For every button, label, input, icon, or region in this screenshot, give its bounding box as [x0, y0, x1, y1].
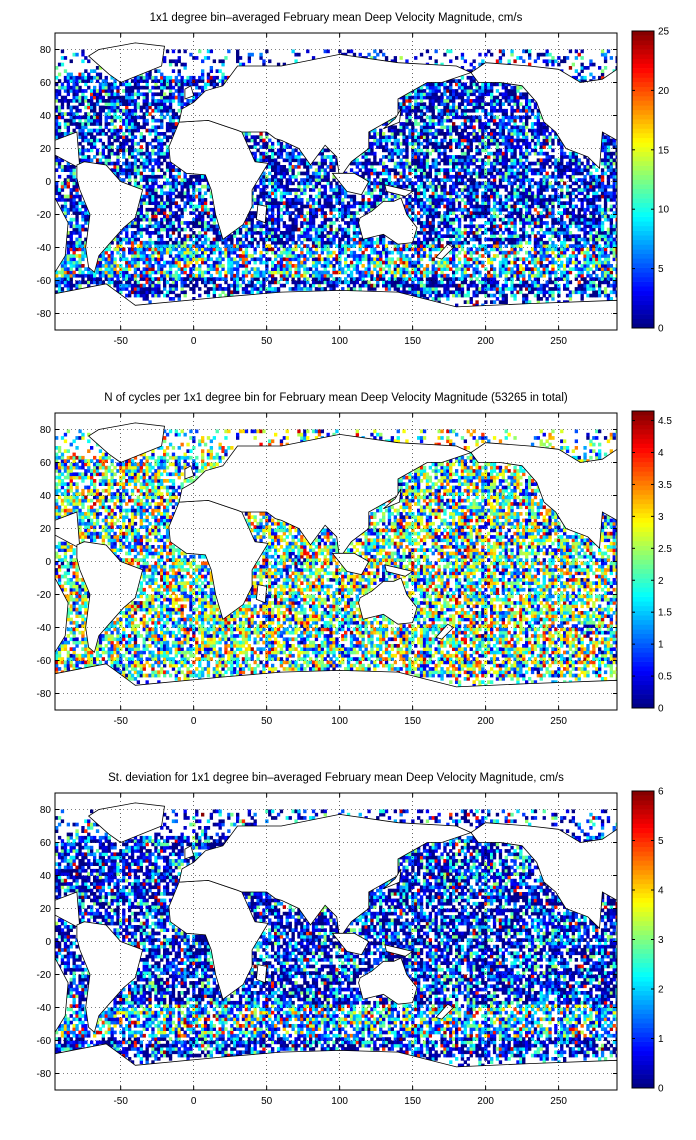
colorbar-tick-label: 2.5: [658, 544, 672, 555]
x-tick-label: 50: [261, 336, 273, 347]
grid-lines: [55, 413, 617, 710]
panel-standard-deviation: St. deviation for 1x1 degree bin–average…: [0, 760, 696, 1140]
y-tick-label: 80: [40, 805, 52, 816]
y-tick-label: -40: [37, 623, 52, 634]
colorbar-tick-label: 3: [658, 935, 664, 946]
colorbar-tick-label: 25: [658, 27, 670, 38]
y-tick-label: -60: [37, 1036, 52, 1047]
x-tick-label: 0: [191, 1096, 197, 1107]
panel-cycle-count: N of cycles per 1x1 degree bin for Febru…: [0, 380, 696, 760]
x-tick-label: 150: [404, 716, 421, 727]
x-tick-label: 250: [550, 336, 567, 347]
chart-title: N of cycles per 1x1 degree bin for Febru…: [55, 392, 617, 404]
x-tick-label: -50: [113, 336, 128, 347]
x-tick-label: 50: [261, 1096, 273, 1107]
y-tick-label: 80: [40, 425, 52, 436]
x-tick-label: 200: [477, 336, 494, 347]
x-tick-label: 0: [191, 336, 197, 347]
y-tick-label: -20: [37, 210, 52, 221]
y-tick-label: 20: [40, 144, 52, 155]
colorbar-tick-label: 0: [658, 324, 664, 335]
colorbar-tick-label: 6: [658, 787, 664, 798]
y-tick-label: 20: [40, 524, 52, 535]
colorbar-tick-label: 5: [658, 836, 664, 847]
colorbar-tick-label: 1: [658, 1034, 664, 1045]
y-tick-label: 60: [40, 838, 52, 849]
coastline: [55, 42, 617, 330]
y-tick-label: 20: [40, 904, 52, 915]
colorbar-tick-label: 5: [658, 264, 664, 275]
colorbar-tick-label: 0.5: [658, 672, 672, 683]
colorbar-tick-label: 4.5: [658, 416, 672, 427]
colorbar-tick-label: 3.5: [658, 480, 672, 491]
colorbar-tick-label: 20: [658, 86, 670, 97]
chart-title: St. deviation for 1x1 degree bin–average…: [55, 772, 617, 784]
y-tick-label: -80: [37, 689, 52, 700]
grid-lines: [55, 33, 617, 330]
y-tick-label: -80: [37, 309, 52, 320]
chart-cycle-count: -50 0 50 100 150 200 250-80-60-40-200204060800…: [37, 410, 672, 727]
colorbar: 0 1 2 3 4 5 6: [631, 787, 664, 1095]
panel-velocity-magnitude: 1x1 degree bin–averaged February mean De…: [0, 0, 696, 380]
y-tick-label: -60: [37, 656, 52, 667]
x-tick-label: 100: [331, 336, 348, 347]
colorbar-tick-label: 10: [658, 205, 670, 216]
y-tick-label: -40: [37, 243, 52, 254]
x-tick-label: 0: [191, 716, 197, 727]
colorbar-tick-label: 15: [658, 145, 670, 156]
coastline: [55, 802, 617, 1090]
colorbar-tick-label: 0: [658, 1084, 664, 1095]
x-tick-label: 50: [261, 716, 273, 727]
y-tick-label: 40: [40, 491, 52, 502]
colorbar-tick-label: 2: [658, 985, 664, 996]
colorbar-tick-label: 4: [658, 886, 664, 897]
x-tick-label: 150: [404, 336, 421, 347]
colorbar: 0 5 10 15 20 25: [631, 27, 670, 335]
y-tick-label: 80: [40, 45, 52, 56]
x-tick-label: 100: [331, 716, 348, 727]
y-tick-label: 60: [40, 78, 52, 89]
y-tick-label: -20: [37, 970, 52, 981]
y-tick-label: -80: [37, 1069, 52, 1080]
heatmap-bins: [55, 809, 617, 1068]
chart-title: 1x1 degree bin–averaged February mean De…: [55, 12, 617, 24]
x-tick-label: 200: [477, 1096, 494, 1107]
colorbar: 0 0.5 1 1.5 2 2.5 3 3.5 4 4.5: [631, 410, 672, 715]
colorbar-tick-label: 1.5: [658, 608, 672, 619]
y-tick-label: 0: [45, 937, 51, 948]
chart-velocity-magnitude: -50 0 50 100 150 200 250-80-60-40-200204060800…: [37, 27, 670, 348]
chart-standard-deviation: -50 0 50 100 150 200 250-80-60-40-200204060800…: [37, 787, 664, 1108]
y-tick-label: -20: [37, 590, 52, 601]
colorbar-tick-label: 0: [658, 704, 664, 715]
x-tick-label: -50: [113, 716, 128, 727]
y-tick-label: 40: [40, 871, 52, 882]
y-tick-label: 0: [45, 177, 51, 188]
x-tick-label: 250: [550, 1096, 567, 1107]
y-tick-label: -60: [37, 276, 52, 287]
y-tick-label: 40: [40, 111, 52, 122]
x-tick-label: 100: [331, 1096, 348, 1107]
colorbar-tick-label: 1: [658, 640, 664, 651]
y-tick-label: 60: [40, 458, 52, 469]
colorbar-tick-label: 4: [658, 448, 664, 459]
y-tick-label: -40: [37, 1003, 52, 1014]
x-tick-label: 200: [477, 716, 494, 727]
x-tick-label: 250: [550, 716, 567, 727]
y-tick-label: 0: [45, 557, 51, 568]
colorbar-tick-label: 2: [658, 576, 664, 587]
x-tick-label: -50: [113, 1096, 128, 1107]
grid-lines: [55, 793, 617, 1090]
colorbar-tick-label: 3: [658, 512, 664, 523]
x-tick-label: 150: [404, 1096, 421, 1107]
